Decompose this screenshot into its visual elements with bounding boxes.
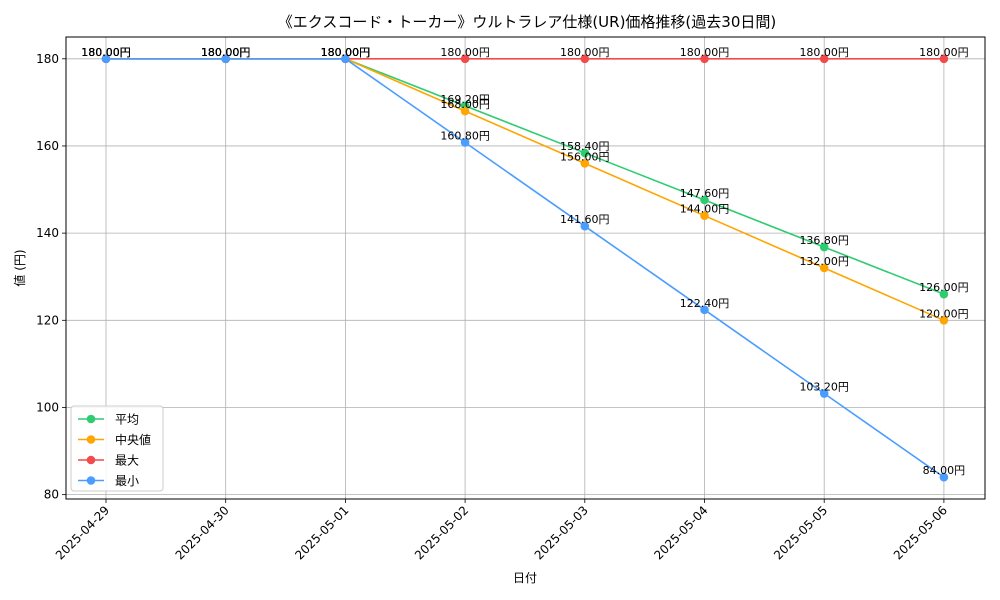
legend-box <box>70 405 164 492</box>
data-point <box>101 54 111 64</box>
data-point <box>221 54 230 64</box>
data-label: 147.60円 <box>680 187 730 200</box>
grid <box>66 37 985 499</box>
x-axis-label: 日付 <box>513 571 537 585</box>
y-tick-label: 80 <box>44 488 59 502</box>
data-label: 156.00円 <box>560 150 610 163</box>
data-label: 84.00円 <box>923 464 966 477</box>
data-label: 180.00円 <box>81 46 131 59</box>
y-tick-label: 160 <box>36 139 59 153</box>
data-point <box>700 54 709 64</box>
data-point <box>460 54 470 64</box>
data-label: 180.00円 <box>81 46 131 59</box>
data-label: 126.00円 <box>919 281 969 294</box>
plot-frame <box>65 36 986 500</box>
data-label: 180.00円 <box>321 46 371 59</box>
data-label: 180.00円 <box>321 46 371 59</box>
data-label: 136.80円 <box>799 234 849 247</box>
axes: 2025-04-29 2025-04-30 2025-05-01 2025-05-02… <box>36 52 950 563</box>
data-label: 180.00円 <box>440 46 490 59</box>
data-label: 158.40円 <box>560 140 610 153</box>
data-labels: 180.00円 180.00円 180.00円 169.20円 158.40円 147.6… <box>81 46 968 477</box>
x-tick-label: 2025-05-02 <box>412 503 471 562</box>
legend-label: 平均 <box>115 413 139 427</box>
data-label: 180.00円 <box>321 46 371 59</box>
y-tick-label: 100 <box>36 400 59 414</box>
x-tick-label: 2025-04-29 <box>53 503 112 562</box>
data-point <box>819 242 829 252</box>
data-point <box>939 316 949 325</box>
x-tick-label: 2025-04-30 <box>173 503 232 562</box>
data-point <box>580 221 590 231</box>
data-label: 169.20円 <box>440 93 490 106</box>
y-tick-label: 140 <box>36 226 59 240</box>
data-point <box>700 305 709 315</box>
data-label: 132.00円 <box>799 255 849 268</box>
data-label: 103.20円 <box>799 381 849 394</box>
data-label: 160.80円 <box>440 129 490 142</box>
data-label: 180.00円 <box>919 46 969 59</box>
data-point <box>580 148 590 158</box>
x-tick-label: 2025-05-04 <box>651 503 710 562</box>
x-tick-label: 2025-05-06 <box>891 503 950 562</box>
data-label: 120.00円 <box>919 307 969 320</box>
data-point <box>939 289 949 299</box>
data-label: 180.00円 <box>560 46 610 59</box>
series-line-最小 <box>106 57 945 478</box>
legend-label: 中央値 <box>115 432 151 447</box>
data-label: 180.00円 <box>81 46 131 59</box>
y-tick-label: 180 <box>36 52 59 66</box>
data-label: 141.60円 <box>560 213 610 226</box>
y-axis-label: 値 (円) <box>12 249 27 286</box>
legend-marker <box>86 414 96 424</box>
legend-marker <box>86 435 96 444</box>
y-tick-label: 120 <box>36 313 59 327</box>
data-label: 144.00円 <box>680 203 730 216</box>
data-label: 180.00円 <box>201 46 251 59</box>
x-tick-label: 2025-05-03 <box>532 503 591 562</box>
series-line-中央値 <box>106 57 945 322</box>
legend-marker <box>86 476 96 485</box>
chart-title: 《エクスコード・トーカー》ウルトラレア仕様(UR)価格推移(過去30日間) <box>278 13 776 31</box>
data-point <box>580 159 590 168</box>
data-point <box>580 54 590 64</box>
data-label: 180.00円 <box>81 46 131 59</box>
legend-label: 最大 <box>115 454 139 468</box>
data-label: 180.00円 <box>321 46 371 59</box>
data-label: 180.00円 <box>201 46 251 59</box>
data-label: 168.00円 <box>440 98 490 111</box>
data-point <box>460 138 470 147</box>
data-label: 180.00円 <box>799 46 849 59</box>
data-label: 180.00円 <box>201 46 251 59</box>
data-point <box>819 54 829 64</box>
data-label: 180.00円 <box>680 46 730 59</box>
data-point <box>700 195 709 205</box>
data-point <box>700 211 709 220</box>
data-point <box>939 472 949 482</box>
data-label: 180.00円 <box>201 46 251 59</box>
x-tick-label: 2025-05-05 <box>771 503 830 562</box>
data-label: 122.40円 <box>680 297 730 310</box>
data-point <box>460 106 470 116</box>
x-tick-label: 2025-05-01 <box>292 503 351 562</box>
data-point <box>819 263 829 273</box>
legend-label: 最小 <box>115 474 139 488</box>
series-lines <box>101 54 949 482</box>
legend-marker <box>86 455 96 465</box>
data-point <box>939 54 949 64</box>
data-point <box>341 54 350 64</box>
data-point <box>819 389 829 398</box>
